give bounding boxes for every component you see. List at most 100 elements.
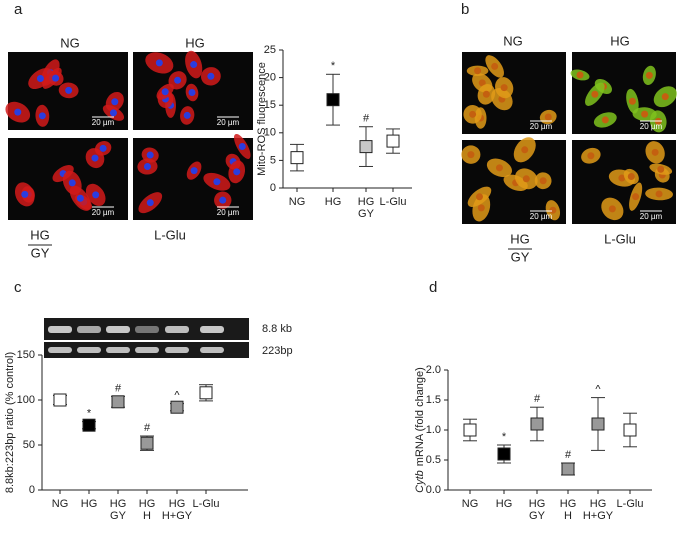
- nucleus: [521, 146, 529, 154]
- x-tick-label: HG: [529, 498, 546, 510]
- gel-band: [48, 347, 72, 353]
- nucleus: [109, 109, 117, 117]
- y-tick-label: 50: [23, 439, 35, 451]
- mean-marker: [199, 386, 213, 400]
- nucleus: [188, 89, 196, 97]
- y-tick-label: 25: [264, 44, 276, 56]
- annotation: ^: [595, 384, 601, 396]
- nucleus: [539, 177, 547, 185]
- panel-label: c: [14, 279, 22, 296]
- nucleus: [174, 76, 182, 84]
- gel-band: [77, 347, 101, 353]
- nucleus: [146, 151, 154, 159]
- x-tick-label: L-Glu: [617, 498, 644, 510]
- nucleus: [233, 168, 241, 176]
- annotation: *: [331, 60, 336, 72]
- nucleus: [591, 90, 599, 98]
- nucleus: [491, 62, 499, 70]
- scale-bar-label: 20 µm: [530, 212, 553, 221]
- nucleus: [641, 110, 649, 118]
- nucleus: [190, 167, 198, 175]
- scale-bar-label: 20 µm: [92, 118, 115, 127]
- annotation: #: [115, 382, 122, 394]
- nucleus: [467, 151, 475, 159]
- annotation: #: [565, 449, 572, 461]
- nucleus: [608, 205, 616, 213]
- x-tick-label: HG: [110, 498, 127, 510]
- nucleus: [111, 98, 119, 106]
- mean-marker: [170, 400, 184, 414]
- nucleus: [207, 72, 215, 80]
- nucleus: [76, 194, 84, 202]
- nucleus: [657, 165, 665, 173]
- mean-marker: [386, 134, 400, 148]
- nucleus: [213, 178, 221, 186]
- image-label: NG: [60, 35, 80, 50]
- nucleus: [91, 154, 99, 162]
- x-tick-label: GY: [110, 510, 127, 522]
- image-label: NG: [503, 33, 523, 48]
- nucleus: [21, 190, 29, 198]
- gel-band: [135, 347, 159, 353]
- mean-marker: [359, 140, 373, 154]
- mean-marker: [497, 447, 511, 461]
- mean-marker: [290, 151, 304, 165]
- nucleus: [14, 108, 22, 116]
- nucleus: [651, 148, 659, 156]
- y-tick-label: 150: [17, 349, 35, 361]
- x-tick-label: HG: [590, 498, 607, 510]
- y-tick-label: 1.0: [426, 424, 441, 436]
- panel-label: b: [461, 1, 469, 18]
- y-tick-label: 0.0: [426, 484, 441, 496]
- x-tick-label: H: [564, 510, 572, 522]
- scale-bar-label: 20 µm: [640, 212, 663, 221]
- x-tick-label: H+GY: [162, 510, 193, 522]
- nucleus: [482, 90, 490, 98]
- y-axis-label: 8.8kb:223bp ratio (% control): [4, 352, 16, 493]
- y-tick-label: 0: [270, 182, 276, 194]
- y-tick-label: 20: [264, 72, 276, 84]
- gel-band: [200, 347, 224, 353]
- annotation: *: [502, 431, 507, 443]
- x-tick-label: NG: [52, 498, 69, 510]
- scale-bar-label: 20 µm: [640, 122, 663, 131]
- nucleus: [478, 79, 486, 87]
- image-label: L-Glu: [604, 231, 636, 246]
- nucleus: [92, 191, 100, 199]
- gel-band: [165, 326, 189, 333]
- y-axis-label-text: mRNA (fold change): [414, 367, 426, 466]
- nucleus: [219, 196, 227, 204]
- nucleus: [68, 179, 76, 187]
- nucleus: [183, 111, 191, 119]
- x-tick-label: NG: [462, 498, 479, 510]
- nucleus: [469, 110, 477, 118]
- nucleus: [655, 190, 663, 198]
- nucleus: [549, 206, 557, 214]
- image-label: HG: [30, 227, 50, 242]
- nucleus: [576, 71, 584, 79]
- nucleus: [52, 74, 60, 82]
- nucleus: [65, 86, 73, 94]
- y-tick-label: 1.5: [426, 394, 441, 406]
- mean-marker: [53, 393, 67, 407]
- nucleus: [500, 84, 508, 92]
- image-label: HG: [610, 33, 630, 48]
- gel-label: 223bp: [262, 345, 293, 357]
- mean-marker: [140, 436, 154, 450]
- nucleus: [601, 116, 609, 124]
- gel-band: [200, 326, 224, 333]
- annotation: ^: [174, 390, 180, 402]
- x-tick-label: L-Glu: [380, 196, 407, 208]
- mean-marker: [326, 93, 340, 107]
- nucleus: [645, 71, 653, 79]
- gel-label: 8.8 kb: [262, 323, 292, 335]
- image-label: HG: [510, 231, 530, 246]
- nucleus: [627, 173, 635, 181]
- x-tick-label: HG: [560, 498, 577, 510]
- image-label: HG: [185, 35, 205, 50]
- nucleus: [587, 152, 595, 160]
- image-label: GY: [31, 245, 50, 260]
- mean-marker: [591, 417, 605, 431]
- gel-band: [106, 347, 130, 353]
